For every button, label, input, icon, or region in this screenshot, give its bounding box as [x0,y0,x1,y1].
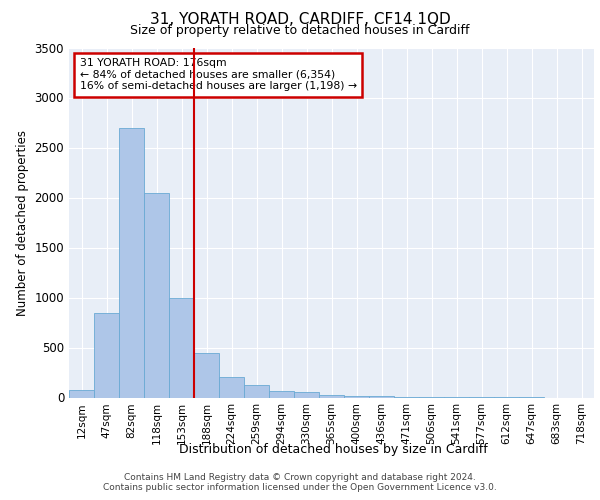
Bar [144,192,169,398]
Bar [169,298,194,398]
Bar [319,394,344,398]
Bar [244,384,269,398]
Bar [394,396,419,398]
Bar [294,392,319,398]
Text: Contains HM Land Registry data © Crown copyright and database right 2024.: Contains HM Land Registry data © Crown c… [124,472,476,482]
Text: Contains public sector information licensed under the Open Government Licence v3: Contains public sector information licen… [103,484,497,492]
Bar [69,390,94,398]
Text: 31, YORATH ROAD, CARDIFF, CF14 1QD: 31, YORATH ROAD, CARDIFF, CF14 1QD [149,12,451,28]
Bar [194,352,219,398]
Bar [344,396,369,398]
Y-axis label: Number of detached properties: Number of detached properties [16,130,29,316]
Text: Size of property relative to detached houses in Cardiff: Size of property relative to detached ho… [130,24,470,37]
Bar [369,396,394,398]
Bar [119,128,144,398]
Bar [219,376,244,398]
Bar [94,312,119,398]
Text: Distribution of detached houses by size in Cardiff: Distribution of detached houses by size … [179,442,487,456]
Bar [269,390,294,398]
Text: 31 YORATH ROAD: 176sqm
← 84% of detached houses are smaller (6,354)
16% of semi-: 31 YORATH ROAD: 176sqm ← 84% of detached… [79,58,356,91]
